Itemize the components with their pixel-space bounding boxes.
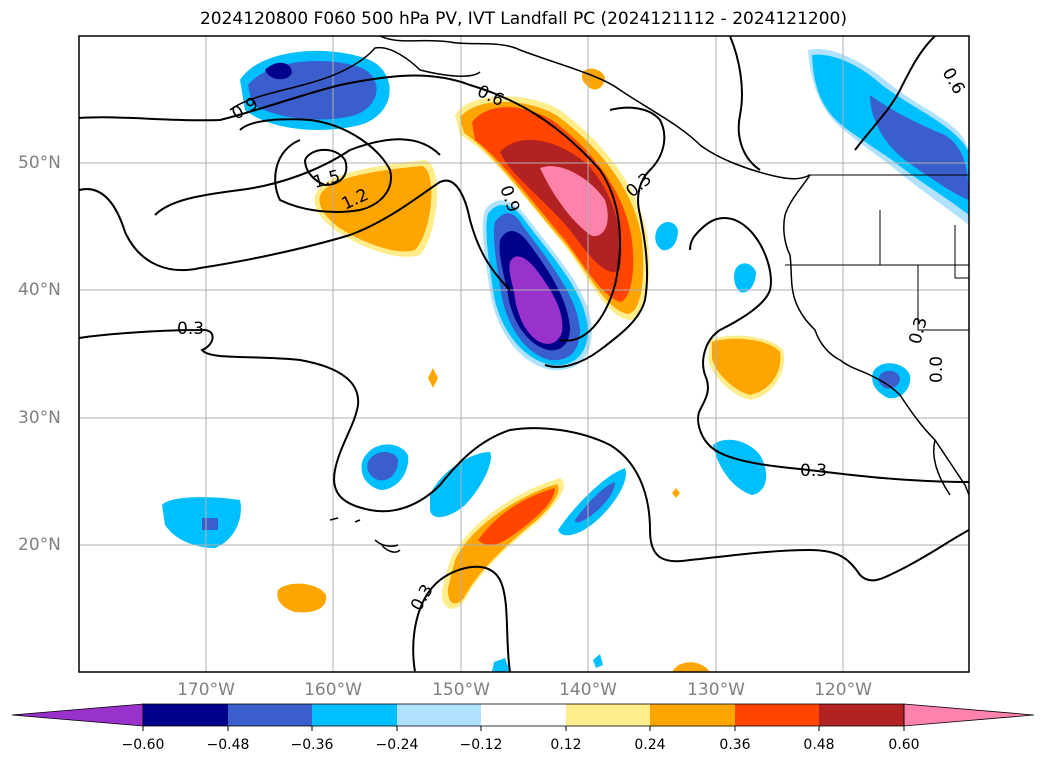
- colorbar-tick-label: 0.24: [634, 737, 666, 753]
- negative-anomaly-151w: [430, 452, 491, 518]
- small-positive-39n: [428, 368, 438, 388]
- colorbar-segment: [819, 704, 904, 726]
- colorbar-segment: [397, 704, 481, 726]
- colorbar-segment: [735, 704, 819, 726]
- positive-anomaly-plume: [455, 96, 650, 320]
- contour-label: 0.3: [177, 319, 204, 339]
- colorbar: [11, 703, 1035, 731]
- colorbar-extend-high: [903, 703, 1035, 727]
- colorbar-segment: [228, 704, 312, 726]
- negative-anomaly-170w: [162, 497, 241, 548]
- negative-anomaly-157w-core: [367, 452, 398, 481]
- latitude-label: 20°N: [18, 535, 61, 555]
- colorbar-tick-label: −0.48: [206, 737, 250, 753]
- contour-label: 0.3: [906, 315, 932, 346]
- colorbar-tick-label: −0.60: [121, 737, 165, 753]
- longitude-label: 140°W: [559, 680, 617, 700]
- longitude-label: 170°W: [177, 680, 235, 700]
- positive-anomaly-south-plume: [441, 478, 564, 609]
- small-negative-135w: [655, 221, 678, 251]
- coastlines: [229, 36, 969, 553]
- colorbar-tick-label: −0.12: [459, 737, 503, 753]
- small-negative-south-b: [593, 654, 603, 668]
- positive-anomaly-160w: [277, 583, 327, 613]
- colorbar-segment: [312, 704, 397, 726]
- latitude-label: 50°N: [18, 153, 61, 173]
- colorbar-frame: [142, 703, 905, 727]
- colorbar-tick-label: 0.60: [888, 737, 920, 753]
- gridlines: [79, 36, 969, 672]
- borders: [785, 174, 969, 331]
- longitude-label: 120°W: [814, 680, 872, 700]
- latitude-label: 40°N: [18, 280, 61, 300]
- colorbar-tick-label: 0.12: [550, 737, 582, 753]
- map-title: 2024120800 F060 500 hPa PV, IVT Landfall…: [199, 9, 847, 29]
- contour-label: 0.3: [800, 461, 827, 481]
- positive-anomaly-central-north: [314, 160, 438, 257]
- colorbar-segment: [650, 704, 735, 726]
- contour-label: 0.0: [927, 356, 947, 383]
- longitude-label: 160°W: [304, 680, 362, 700]
- longitude-label: 130°W: [687, 680, 745, 700]
- pv-contours: [79, 36, 969, 672]
- longitude-label: 150°W: [432, 680, 490, 700]
- colorbar-tick-label: −0.24: [375, 737, 419, 753]
- colorbar-segment: [143, 704, 228, 726]
- negative-anomaly-140w-core: [575, 482, 615, 523]
- colorbar-segment: [481, 704, 566, 726]
- colorbar-tick-label: 0.48: [803, 737, 835, 753]
- colorbar-tick-label: 0.36: [719, 737, 751, 753]
- negative-anomaly-127w: [713, 439, 767, 495]
- map-frame: [78, 35, 970, 673]
- negative-anomaly-northwest: [240, 50, 390, 130]
- colorbar-segment: [566, 704, 650, 726]
- small-negative-128w: [734, 263, 756, 293]
- colorbar-extend-low: [11, 703, 144, 727]
- small-positive-133w: [672, 488, 680, 498]
- small-negative-socal-core: [878, 370, 900, 389]
- negative-anomaly-170w-core: [202, 518, 218, 530]
- positive-anomaly-california-offshore: [708, 335, 785, 400]
- small-negative-south-a: [492, 658, 510, 672]
- contour-label: 0.6: [938, 65, 969, 98]
- negative-anomaly-main: [482, 200, 592, 371]
- small-positive-south: [672, 662, 710, 672]
- colorbar-tick-label: −0.36: [290, 737, 334, 753]
- latitude-label: 30°N: [18, 408, 61, 428]
